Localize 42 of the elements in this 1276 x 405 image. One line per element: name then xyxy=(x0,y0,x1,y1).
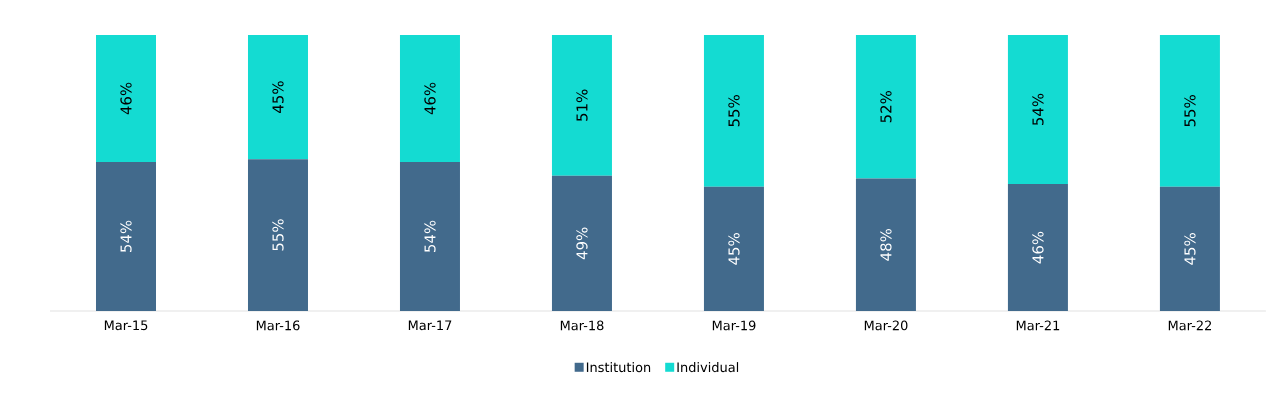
x-tick-label: Mar-16 xyxy=(256,320,300,331)
bar xyxy=(247,35,308,160)
data-label: 54% xyxy=(120,220,132,252)
bar xyxy=(855,178,916,311)
x-tick-label: Mar-21 xyxy=(1016,320,1060,331)
bar xyxy=(96,161,156,311)
bar xyxy=(1159,35,1220,187)
bar xyxy=(399,161,460,311)
bar xyxy=(855,35,916,179)
bar xyxy=(551,175,612,311)
bar xyxy=(247,159,308,311)
bar xyxy=(399,35,460,162)
data-label: 54% xyxy=(1032,93,1044,125)
bar xyxy=(703,186,764,311)
x-tick-label: Mar-17 xyxy=(408,320,452,331)
bar xyxy=(703,35,764,187)
x-tick-label: Mar-20 xyxy=(864,320,908,331)
x-tick-label: Mar-19 xyxy=(712,320,756,331)
data-label: 45% xyxy=(728,233,740,265)
legend-label: Institution xyxy=(586,362,651,373)
data-label: 46% xyxy=(424,82,436,115)
x-tick-label: Mar-22 xyxy=(1168,320,1212,331)
data-label: 45% xyxy=(1184,233,1196,265)
data-label: 46% xyxy=(1032,231,1044,264)
data-label: 45% xyxy=(272,81,284,113)
bar xyxy=(551,35,612,176)
data-label: 52% xyxy=(880,90,892,123)
x-tick-label: Mar-15 xyxy=(104,320,148,331)
data-label: 51% xyxy=(576,89,588,121)
data-label: 49% xyxy=(576,227,588,260)
data-label: 46% xyxy=(120,82,132,115)
x-tick-label: Mar-18 xyxy=(560,320,604,331)
data-label: 54% xyxy=(424,220,436,252)
data-label: 55% xyxy=(1184,95,1196,127)
bar xyxy=(1159,186,1220,311)
bar xyxy=(1007,35,1068,185)
data-label: 48% xyxy=(880,228,892,261)
bar xyxy=(1007,184,1068,311)
data-label: 55% xyxy=(728,95,740,127)
bar xyxy=(96,35,156,162)
legend-label: Individual xyxy=(677,362,739,373)
data-label: 55% xyxy=(272,219,284,251)
